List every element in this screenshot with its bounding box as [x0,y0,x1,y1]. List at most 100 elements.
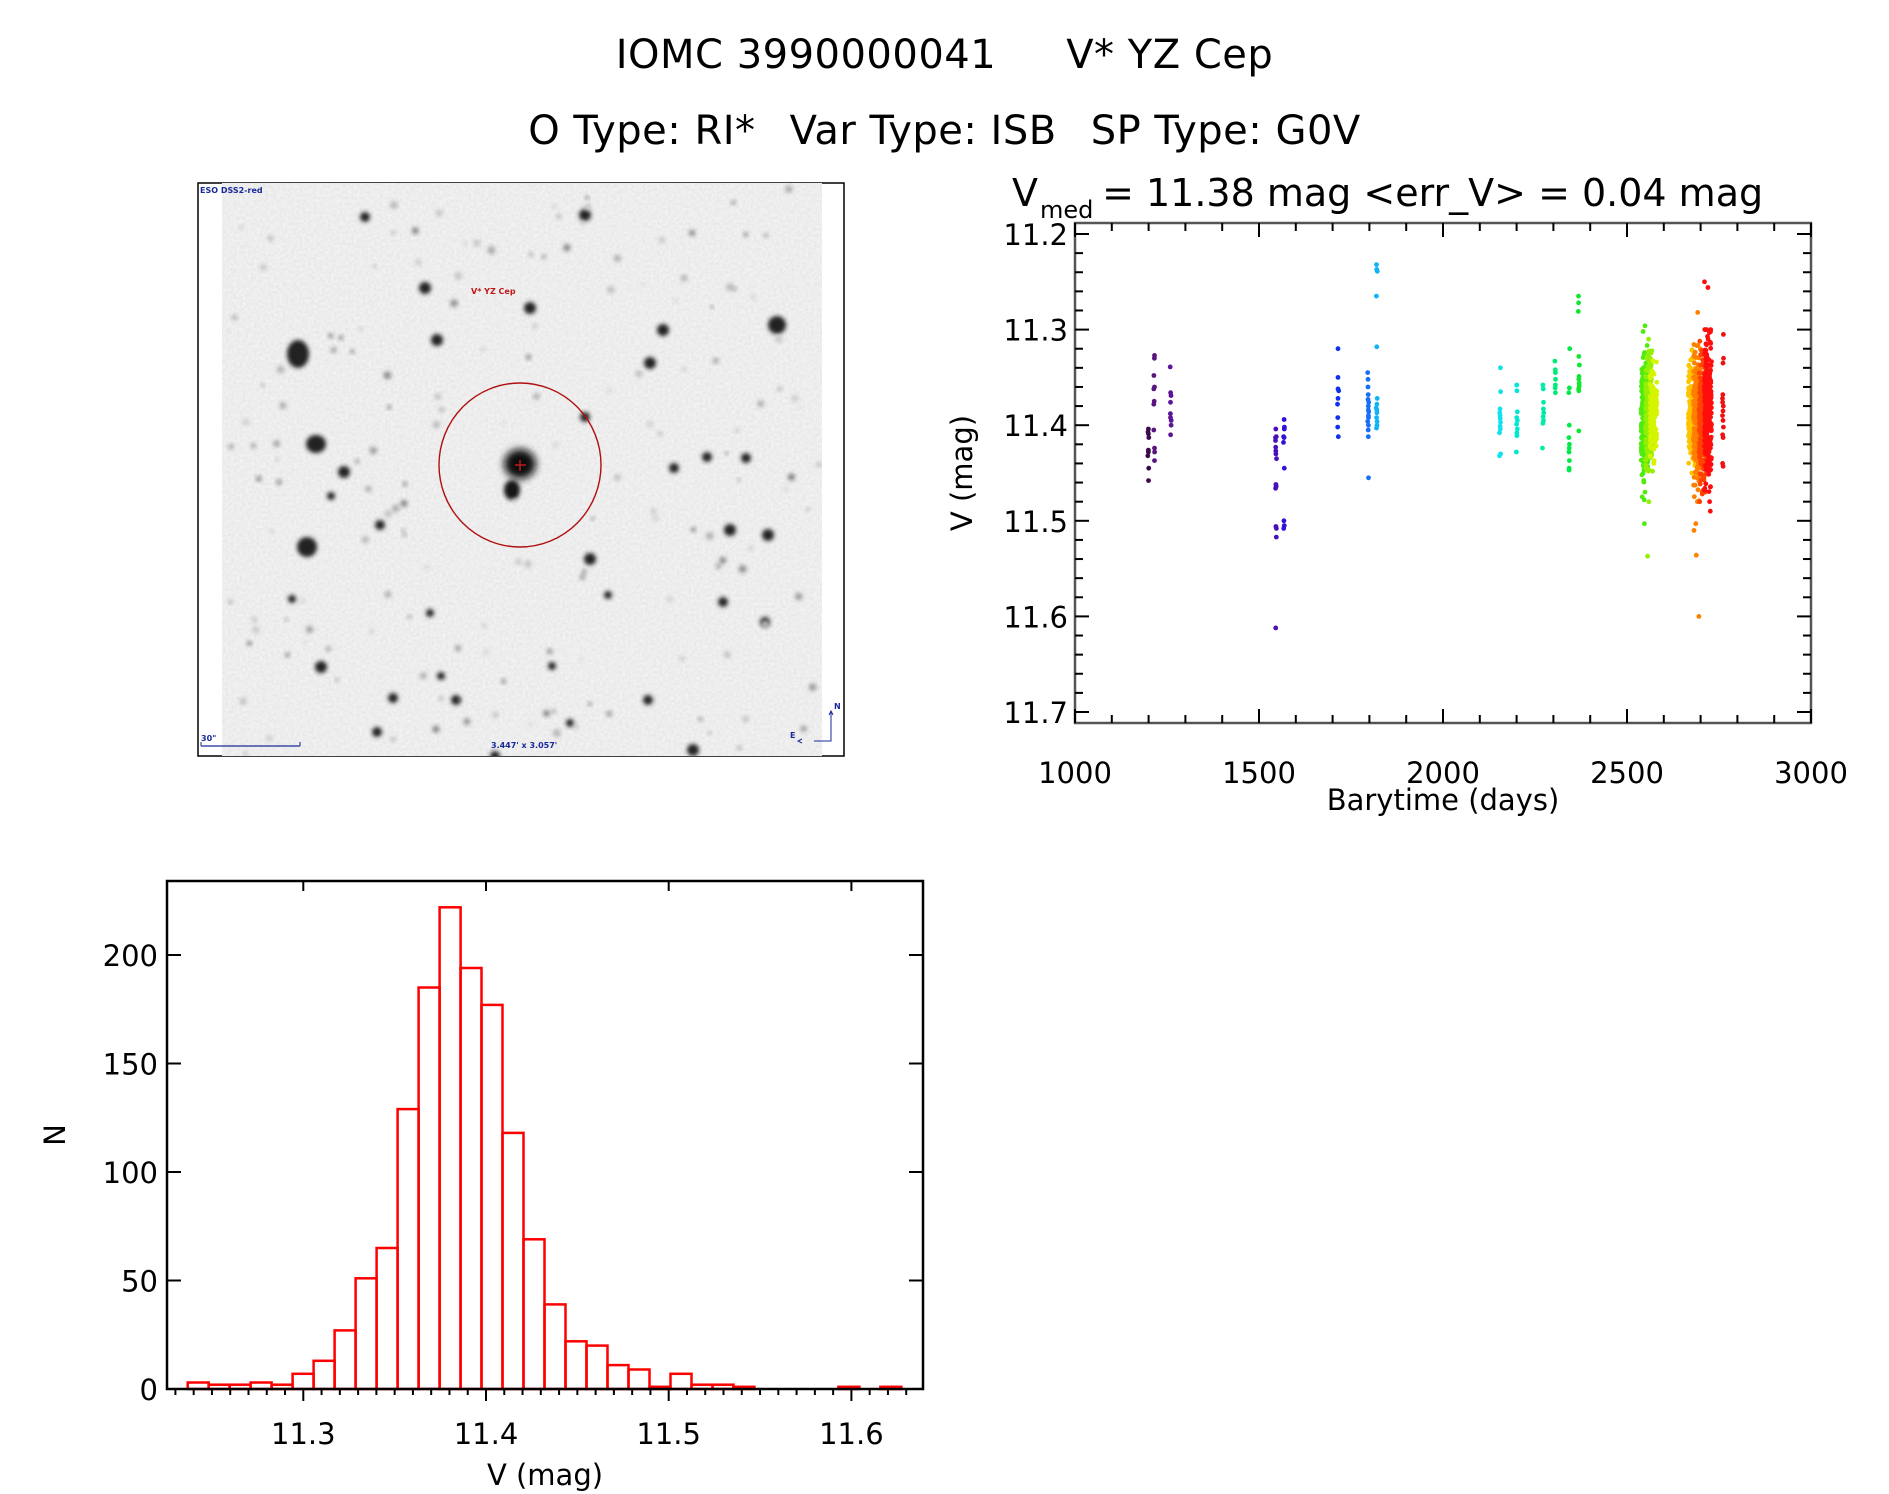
lc-point [1151,373,1157,378]
lc-point [1514,449,1519,455]
faint-star [439,407,445,413]
faint-star [816,462,822,468]
lc-point [1720,396,1725,401]
lc-point [1704,342,1709,348]
lc-point [1374,410,1380,416]
lc-point [1696,614,1702,619]
faint-star [757,400,764,407]
lc-point [1553,390,1558,396]
lc-point [1643,368,1649,373]
lc-point [1566,445,1572,451]
lc-point [1575,309,1581,314]
lc-point [1365,419,1371,424]
lc-point [1281,518,1287,524]
field-star [437,672,445,680]
field-star [426,609,434,617]
lc-point [1374,344,1380,350]
faint-star [613,473,622,481]
lc-point [1720,418,1726,423]
faint-star [267,235,274,242]
faint-star [777,386,782,391]
faint-star [252,626,260,634]
faint-star [775,335,783,343]
lc-point [1365,384,1371,390]
lc-point [1566,422,1572,428]
faint-star [402,532,407,537]
faint-star [512,498,517,503]
lc-point [1699,348,1704,353]
lc-point [1498,365,1503,371]
lc-point [1146,435,1152,440]
finder-chart-image: ESO DSS2-red V* YZ Cep 30" 3.447' x 3.05… [197,182,845,757]
field-star [548,662,556,670]
lc-point [1641,497,1647,503]
faint-star [783,487,788,492]
faint-star [763,233,769,238]
lc-point [1514,421,1519,427]
hist-y-tick-label: 150 [103,1048,158,1082]
hist-bar [312,1359,336,1391]
lc-y-axis-label: V (mag) [945,415,979,531]
lc-point [1704,436,1709,442]
faint-star [325,646,331,652]
lc-point [1698,459,1704,465]
lc-point [1693,373,1698,379]
field-star [644,357,656,369]
hist-bar [333,1329,357,1391]
lc-point [1566,435,1572,440]
lc-point [1273,438,1278,443]
faint-star [330,346,337,354]
faint-star [250,443,257,449]
lc-x-tick-label: 2000 [1406,756,1480,790]
lc-point [1335,401,1340,407]
faint-star [369,446,377,455]
field-star [306,435,326,453]
lc-point [1686,460,1692,466]
lc-point [1576,388,1582,394]
lc-point [1151,386,1157,392]
lc-point [1651,458,1657,463]
faint-star [400,500,408,507]
lc-point [1566,467,1572,473]
lc-y-tick-label: 11.5 [1003,505,1068,539]
field-star [687,744,699,756]
field-star [724,524,736,536]
hist-bar [480,1003,504,1391]
field-star [524,302,536,314]
lc-point [1146,449,1151,455]
lc-point [1650,468,1655,474]
lc-point [1720,403,1726,409]
faint-star [743,232,749,237]
faint-star [738,565,747,573]
field-star [657,324,669,336]
lc-point [1366,422,1371,428]
lc-point [1705,336,1711,342]
faint-star [673,298,678,303]
faint-star [546,751,551,755]
lc-point [1697,397,1703,403]
lc-point [1273,625,1279,631]
faint-star [787,473,796,481]
lc-point [1648,400,1654,405]
lc-point [1553,370,1558,375]
lc-point [1649,389,1654,395]
lc-point [1695,310,1701,315]
faint-star [501,421,505,425]
lc-point [1704,440,1710,445]
faint-star [546,648,553,655]
faint-star [436,209,443,217]
lc-point [1720,360,1726,366]
lc-point [1708,327,1714,332]
lc-title-v: V [1012,171,1038,215]
faint-star [574,724,579,729]
lc-point [1704,416,1710,422]
lc-point [1686,439,1692,444]
faint-star [791,395,799,402]
faint-star [390,736,396,742]
faint-star [579,658,584,663]
faint-star [306,625,314,634]
lc-point [1365,376,1371,382]
faint-star [285,652,290,658]
lc-point [1152,445,1157,451]
hist-bar [606,1363,630,1391]
